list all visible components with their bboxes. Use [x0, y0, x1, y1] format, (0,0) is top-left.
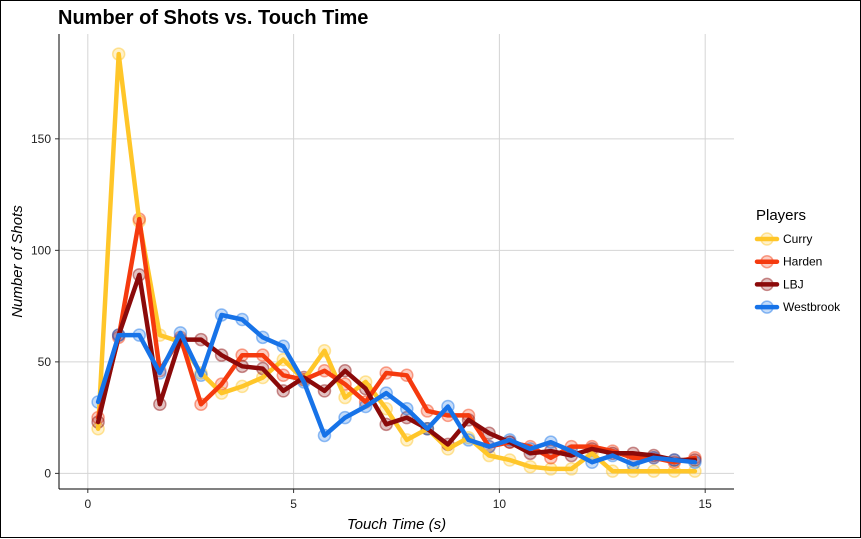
y-tick-label: 50 [38, 355, 52, 369]
legend-key-point [760, 254, 774, 269]
y-tick-label: 150 [31, 132, 51, 146]
legend-key-point [760, 277, 774, 292]
legend-label: Westbrook [783, 300, 841, 314]
y-axis-title: Number of Shots [9, 205, 26, 318]
series-line-lbj [95, 272, 698, 463]
legend-label: Curry [783, 232, 812, 246]
legend-key-point [760, 300, 774, 314]
y-tick-label: 100 [31, 243, 51, 257]
legend-title: Players [756, 207, 806, 224]
legend-label: LBJ [783, 277, 804, 291]
series-line-curry [95, 51, 698, 474]
x-tick-label: 15 [699, 497, 713, 511]
chart-title: Number of Shots vs. Touch Time [58, 7, 369, 29]
legend-label: Harden [783, 255, 822, 269]
x-tick-label: 0 [84, 497, 91, 511]
y-tick-label: 0 [44, 466, 51, 480]
legend-key-point [760, 232, 774, 246]
series-line-westbrook [95, 312, 698, 467]
x-tick-label: 5 [290, 497, 297, 511]
x-axis-title: Touch Time (s) [347, 516, 446, 533]
x-tick-label: 10 [493, 497, 507, 511]
